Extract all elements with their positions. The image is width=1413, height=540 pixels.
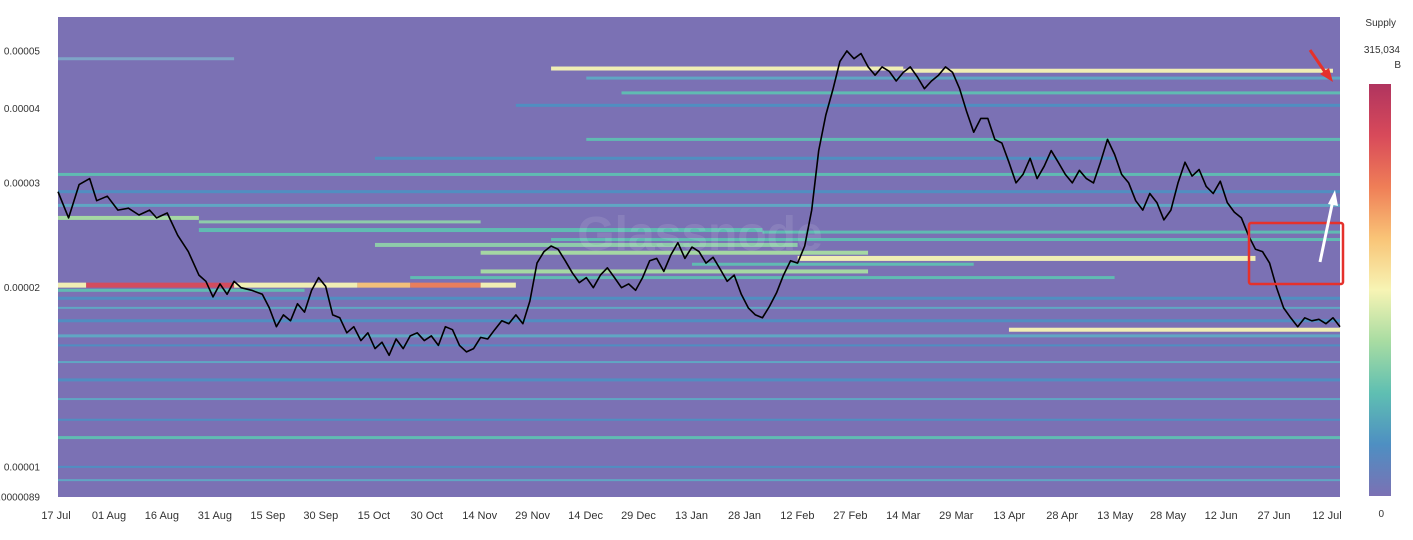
y-tick-label: 0.00005 [4, 46, 41, 57]
heatmap-band [58, 296, 1340, 300]
x-axis: 17 Jul 01 Aug 16 Aug 31 Aug 15 Sep 30 Sep 15 O… [41, 510, 1341, 522]
x-tick-label: 01 Aug [92, 510, 126, 522]
colorbar-min-label: 0 [1378, 509, 1384, 520]
y-tick-label: 0.0000089 [0, 493, 40, 504]
x-tick-label: 31 Aug [198, 510, 232, 522]
highlight-box [1247, 221, 1345, 286]
heatmap-layer [58, 17, 1340, 497]
heatmap-band [586, 137, 1340, 141]
heatmap-band [58, 465, 1340, 468]
x-tick-label: 12 Jun [1205, 510, 1238, 522]
x-tick-label: 29 Dec [621, 510, 656, 522]
colorbar [1369, 84, 1391, 496]
y-tick-label: 0.00004 [4, 104, 41, 115]
x-tick-label: 13 Jan [675, 510, 708, 522]
heatmap-band [58, 172, 1340, 176]
heatmap-band [58, 361, 1340, 364]
heatmap-band [480, 282, 516, 288]
x-tick-label: 30 Oct [410, 510, 442, 522]
heatmap-band [762, 230, 1340, 234]
x-tick-label: 12 Jul [1312, 510, 1341, 522]
y-tick-label: 0.00002 [4, 283, 41, 294]
heatmap-band [58, 215, 199, 220]
y-axis: 0.00005 0.00004 0.00003 0.00002 0.00001 0.000… [0, 46, 40, 503]
heatmap-band [58, 306, 1340, 309]
x-tick-label: 29 Nov [515, 510, 550, 522]
x-tick-label: 12 Feb [780, 510, 814, 522]
heatmap-band [58, 398, 1340, 401]
red-arrow-icon [1308, 49, 1333, 82]
heatmap-band [797, 255, 1256, 261]
price-layer [57, 50, 1341, 357]
heatmap-band [621, 91, 1340, 95]
heatmap-band [374, 156, 1115, 160]
heatmap-band [58, 282, 87, 288]
heatmap-band [198, 220, 481, 224]
heatmap-band [58, 57, 235, 61]
colorbar-title: Supply [1365, 18, 1396, 29]
heatmap-band [86, 282, 235, 288]
colorbar-max-label: 315,034 [1363, 45, 1400, 56]
heatmap-band [515, 103, 1340, 107]
heatmap-band [1008, 327, 1340, 332]
x-tick-label: 14 Dec [568, 510, 603, 522]
annotation-layer [1247, 49, 1345, 286]
price-line [57, 50, 1341, 357]
x-tick-label: 13 Apr [993, 510, 1025, 522]
heatmap-band [551, 238, 1340, 242]
x-tick-label: 28 Apr [1046, 510, 1078, 522]
heatmap-band [691, 262, 974, 266]
heatmap-band [58, 378, 1340, 382]
heatmap-band [410, 282, 481, 288]
heatmap-band [58, 203, 1340, 207]
heatmap-band [58, 418, 1340, 421]
x-tick-label: 27 Jun [1257, 510, 1290, 522]
heatmap-band [234, 282, 358, 288]
heatmap-band [58, 319, 1340, 323]
heatmap-band [374, 242, 798, 247]
x-tick-label: 14 Mar [886, 510, 921, 522]
colorbar-max-unit: B [1394, 60, 1401, 71]
heatmap-band [58, 436, 1340, 440]
heatmap-band [480, 250, 869, 255]
x-tick-label: 27 Feb [833, 510, 867, 522]
heatmap-band [357, 282, 411, 288]
x-tick-label: 29 Mar [939, 510, 974, 522]
heatmap-band [58, 288, 305, 292]
x-tick-label: 28 May [1150, 510, 1187, 522]
x-tick-label: 28 Jan [728, 510, 761, 522]
heatmap-band [410, 276, 1115, 280]
x-tick-label: 14 Nov [462, 510, 497, 522]
heatmap-band [58, 344, 1340, 347]
white-arrow-icon [1318, 190, 1338, 263]
y-tick-label: 0.00003 [4, 178, 41, 189]
x-tick-label: 17 Jul [41, 510, 70, 522]
x-tick-label: 15 Sep [250, 510, 285, 522]
heatmap-band [551, 66, 904, 71]
heatmap-band [480, 269, 869, 274]
heatmap-band [198, 228, 763, 233]
x-tick-label: 13 May [1097, 510, 1134, 522]
heatmap-band [586, 76, 1340, 80]
x-tick-label: 15 Oct [358, 510, 390, 522]
heatmap-band [58, 334, 1340, 338]
heatmap-band [903, 68, 1333, 73]
heatmap-band [58, 190, 1340, 194]
y-tick-label: 0.00001 [4, 462, 41, 473]
colorbar-scale [1369, 84, 1391, 496]
x-tick-label: 30 Sep [303, 510, 338, 522]
x-tick-label: 16 Aug [145, 510, 179, 522]
heatmap-band [58, 479, 1340, 482]
